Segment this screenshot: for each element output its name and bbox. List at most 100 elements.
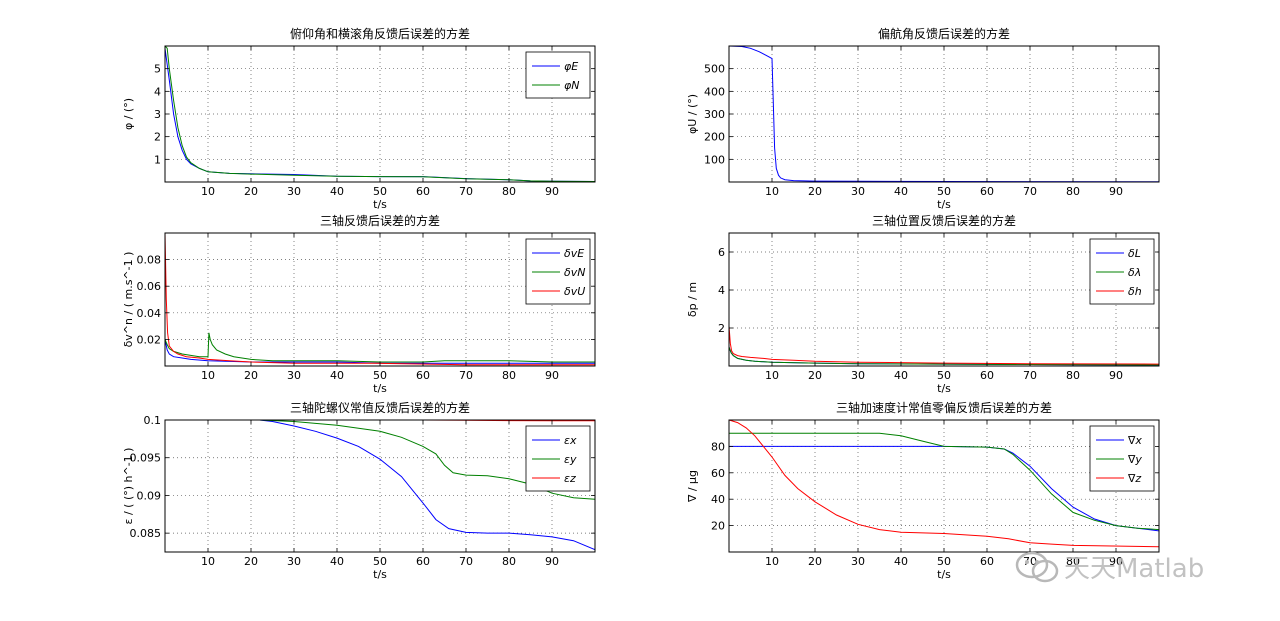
plot-area: [165, 420, 595, 552]
x-tick-label: 90: [545, 185, 559, 198]
plot-area: [165, 233, 595, 366]
y-tick-label: 0.08: [137, 254, 162, 267]
chart-panel-4: 10 20 30 40 50 60 70 80 90 2 4 6 三轴位置反馈后误差的方差 t/s δp /…: [686, 213, 1160, 395]
legend-label: δvN: [564, 266, 585, 279]
x-tick-label: 10: [201, 369, 215, 382]
x-tick-label: 70: [1023, 369, 1037, 382]
chart-title: 三轴反馈后误差的方差: [320, 213, 440, 228]
y-tick-label: 0.04: [137, 307, 162, 320]
series-line-3: [729, 420, 1159, 548]
x-tick-label: 30: [851, 555, 865, 568]
x-axis-label: t/s: [937, 568, 951, 581]
series-line-2: [165, 332, 595, 363]
x-tick-label: 50: [937, 555, 951, 568]
x-tick-label: 10: [201, 555, 215, 568]
chart-panel-3: 10 20 30 40 50 60 70 80 90 0.02 0.04 0.06 0.08 三轴反馈后误…: [122, 213, 596, 395]
x-tick-label: 50: [937, 185, 951, 198]
x-tick-label: 40: [894, 555, 908, 568]
x-tick-label: 70: [459, 555, 473, 568]
legend-label: δh: [1128, 285, 1142, 298]
series-line-2: [729, 432, 1159, 531]
x-tick-label: 90: [545, 369, 559, 382]
y-tick-label: 1: [154, 153, 161, 166]
legend-label: δvE: [564, 247, 584, 260]
y-tick-label: 60: [711, 467, 725, 480]
x-tick-label: 50: [937, 369, 951, 382]
y-tick-label: 100: [704, 153, 725, 166]
x-tick-label: 20: [808, 185, 822, 198]
legend-label: φN: [564, 79, 580, 92]
x-tick-label: 90: [1109, 369, 1123, 382]
x-tick-label: 10: [765, 555, 779, 568]
y-tick-label: 0.085: [130, 527, 162, 540]
y-axis-label: φ / (°): [122, 98, 135, 130]
y-tick-label: 0.02: [137, 333, 162, 346]
x-tick-label: 60: [980, 369, 994, 382]
x-tick-label: 70: [459, 369, 473, 382]
x-tick-label: 10: [201, 185, 215, 198]
series-line-2: [165, 46, 595, 182]
x-tick-label: 20: [808, 369, 822, 382]
x-tick-label: 60: [980, 185, 994, 198]
x-tick-label: 70: [1023, 185, 1037, 198]
chart-title: 三轴陀螺仪常值反馈后误差的方差: [290, 400, 470, 415]
series-line-1: [165, 339, 595, 364]
chart-panel-2: 10 20 30 40 50 60 70 80 90 100 200 300 400 500 偏航角反馈后误…: [686, 26, 1160, 211]
x-tick-label: 80: [502, 185, 516, 198]
legend-label: εx: [564, 434, 577, 447]
x-tick-label: 30: [851, 185, 865, 198]
legend-label: εz: [564, 472, 576, 485]
y-axis-label: ∇ / μg: [686, 470, 699, 503]
y-tick-label: 0.1: [144, 414, 162, 427]
x-axis-label: t/s: [373, 382, 387, 395]
x-axis-label: t/s: [937, 382, 951, 395]
x-axis-label: t/s: [373, 198, 387, 211]
y-tick-label: 200: [704, 131, 725, 144]
x-tick-label: 50: [373, 185, 387, 198]
series-line-2: [729, 346, 1159, 366]
y-tick-label: 4: [154, 85, 161, 98]
y-tick-label: 500: [704, 63, 725, 76]
y-tick-label: 5: [154, 63, 161, 76]
x-tick-label: 80: [1066, 555, 1080, 568]
x-tick-label: 40: [330, 369, 344, 382]
legend: ∇x ∇y ∇z: [1089, 425, 1155, 492]
legend-label: ∇z: [1127, 472, 1141, 485]
x-tick-label: 60: [416, 555, 430, 568]
x-tick-label: 80: [502, 555, 516, 568]
y-tick-label: 0.06: [137, 280, 162, 293]
y-tick-label: 3: [154, 108, 161, 121]
x-axis-label: t/s: [373, 568, 387, 581]
y-tick-label: 80: [711, 440, 725, 453]
y-tick-label: 300: [704, 108, 725, 121]
x-tick-label: 50: [373, 555, 387, 568]
y-tick-label: 6: [718, 246, 725, 259]
x-tick-label: 20: [244, 185, 258, 198]
x-tick-label: 80: [1066, 369, 1080, 382]
x-tick-label: 40: [894, 185, 908, 198]
x-tick-label: 10: [765, 369, 779, 382]
x-tick-label: 60: [416, 185, 430, 198]
y-axis-label: δp / m: [686, 282, 699, 317]
legend-box: [525, 51, 591, 99]
y-axis-label: δv^n / ( m.s^-1 ): [122, 252, 135, 348]
legend: φE φN: [525, 51, 591, 99]
chart-title: 三轴加速度计常值零偏反馈后误差的方差: [836, 400, 1052, 415]
plot-area: [729, 420, 1159, 552]
x-tick-label: 90: [1109, 555, 1123, 568]
x-tick-label: 60: [416, 369, 430, 382]
series-line-1: [259, 420, 595, 551]
x-tick-label: 10: [765, 185, 779, 198]
legend-label: ∇y: [1127, 453, 1142, 466]
x-tick-label: 60: [980, 555, 994, 568]
x-tick-label: 20: [244, 369, 258, 382]
legend-label: εy: [564, 453, 577, 466]
y-tick-label: 0.095: [130, 452, 162, 465]
chart-title: 偏航角反馈后误差的方差: [878, 26, 1010, 41]
x-tick-label: 40: [330, 555, 344, 568]
series-line-3: [729, 326, 1159, 365]
x-tick-label: 90: [545, 555, 559, 568]
y-axis-label: φU / (°): [686, 94, 699, 134]
chart-panel-1: 10 20 30 40 50 60 70 80 90 1 2 3 4 5 俯仰角和横滚角反馈后误差的方差 t/…: [122, 26, 596, 211]
x-tick-label: 30: [851, 369, 865, 382]
